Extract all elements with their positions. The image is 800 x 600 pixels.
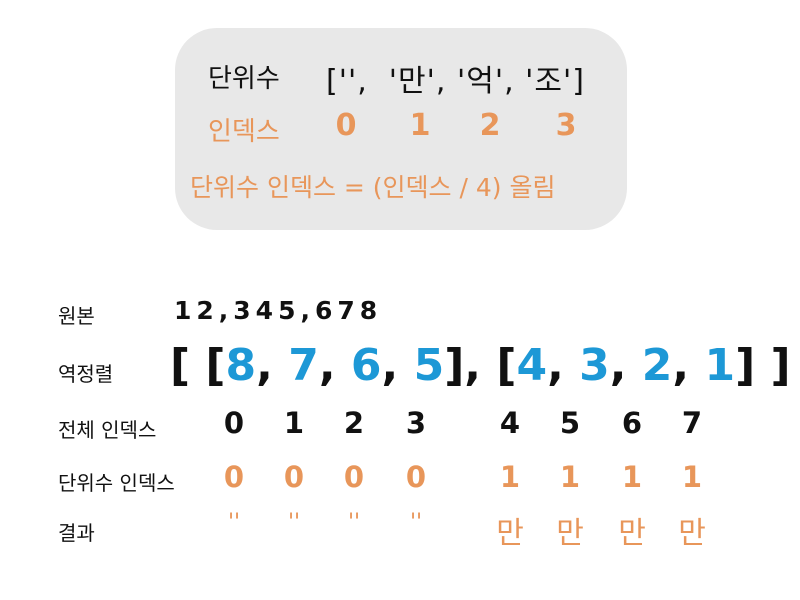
units-array: ['', '만', '억', '조'] bbox=[326, 64, 585, 99]
result-value: '' bbox=[227, 510, 241, 535]
original-label: 원본 bbox=[58, 304, 95, 328]
result-value: '' bbox=[287, 510, 301, 535]
result-value: '' bbox=[409, 510, 423, 535]
comma: , bbox=[672, 340, 690, 391]
total-index-value: 4 bbox=[499, 406, 521, 440]
result-value: 만 bbox=[496, 516, 524, 551]
formula: 단위수 인덱스 = (인덱스 / 4) 올림 bbox=[190, 173, 556, 202]
unit-index-value: 0 bbox=[405, 460, 427, 494]
comma: , bbox=[609, 340, 627, 391]
original-value: 12,345,678 bbox=[174, 296, 383, 325]
reversed-digit: 8 bbox=[225, 340, 257, 391]
comma: , bbox=[256, 340, 273, 391]
reversed-digit: 1 bbox=[704, 340, 736, 391]
total-index-value: 1 bbox=[283, 406, 305, 440]
result-value: 만 bbox=[678, 516, 706, 551]
total-index-value: 6 bbox=[621, 406, 643, 440]
reversed-digit: 5 bbox=[413, 340, 445, 391]
units-label: 단위수 bbox=[208, 64, 280, 94]
unit-index-value: 0 bbox=[343, 460, 365, 494]
comma: , bbox=[547, 340, 564, 391]
total-index-value: 3 bbox=[405, 406, 427, 440]
reversed-array: [ [8, 7, 6, 5], [4, 3, 2, 1] ] bbox=[170, 340, 791, 391]
comma: , bbox=[381, 340, 399, 391]
comma: , bbox=[318, 340, 336, 391]
index-value: 0 bbox=[335, 108, 357, 143]
reversed-digit: 4 bbox=[516, 340, 548, 391]
unit-index-label: 단위수 인덱스 bbox=[58, 471, 175, 495]
result-value: '' bbox=[347, 510, 361, 535]
index-value: 1 bbox=[409, 108, 431, 143]
unit-index-value: 1 bbox=[621, 460, 643, 494]
reversed-digit: 2 bbox=[641, 340, 673, 391]
unit-index-value: 0 bbox=[223, 460, 245, 494]
index-label: 인덱스 bbox=[208, 117, 280, 147]
reversed-digit: 7 bbox=[288, 340, 319, 391]
reversed-label: 역정렬 bbox=[58, 362, 114, 386]
bracket-open: [ [ bbox=[170, 340, 226, 391]
result-value: 만 bbox=[618, 516, 646, 551]
total-index-value: 7 bbox=[681, 406, 703, 440]
unit-index-value: 1 bbox=[559, 460, 581, 494]
unit-index-value: 0 bbox=[283, 460, 305, 494]
total-index-value: 2 bbox=[343, 406, 365, 440]
result-value: 만 bbox=[556, 516, 584, 551]
reversed-digit: 3 bbox=[579, 340, 610, 391]
unit-index-value: 1 bbox=[681, 460, 703, 494]
bracket-close: ] ] bbox=[735, 340, 791, 391]
total-index-value: 0 bbox=[223, 406, 245, 440]
total-index-value: 5 bbox=[559, 406, 581, 440]
unit-index-value: 1 bbox=[499, 460, 521, 494]
legend-box bbox=[175, 28, 627, 230]
bracket-mid: ], [ bbox=[444, 340, 517, 391]
total-index-label: 전체 인덱스 bbox=[58, 418, 157, 442]
result-label: 결과 bbox=[58, 521, 95, 545]
index-value: 3 bbox=[555, 108, 577, 143]
index-value: 2 bbox=[479, 108, 501, 143]
reversed-digit: 6 bbox=[350, 340, 382, 391]
